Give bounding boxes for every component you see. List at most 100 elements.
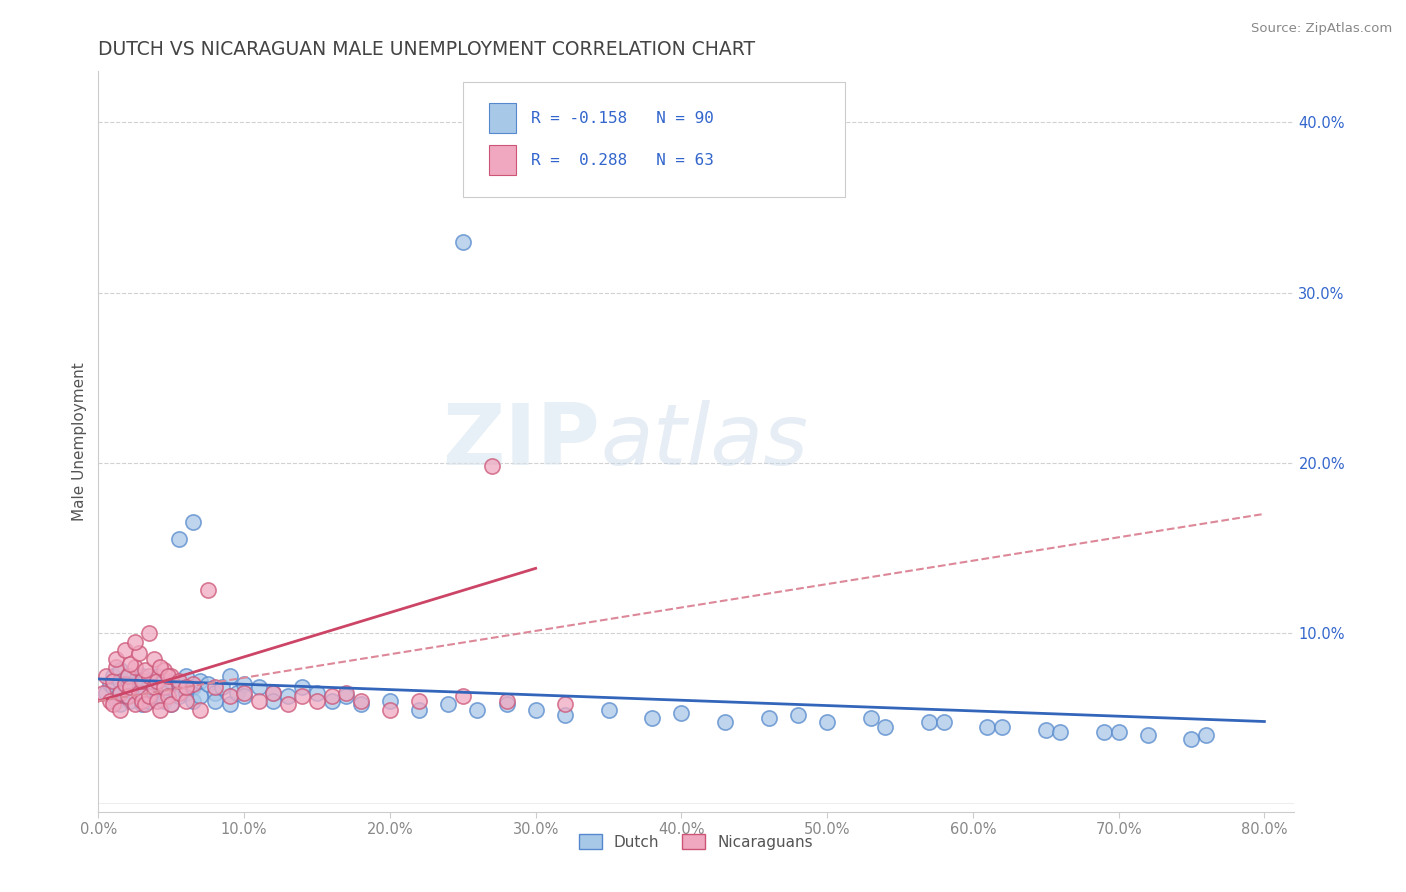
Point <box>128 647 150 661</box>
Point <box>451 689 474 703</box>
Text: atlas: atlas <box>600 400 808 483</box>
Point <box>145 694 167 708</box>
Point <box>101 698 124 712</box>
Legend: Dutch, Nicaraguans: Dutch, Nicaraguans <box>572 828 820 856</box>
Point <box>142 651 165 665</box>
Point <box>495 698 517 712</box>
Point <box>101 673 124 688</box>
Point <box>181 677 204 691</box>
Point <box>124 685 146 699</box>
Point <box>101 681 124 695</box>
Point <box>204 685 226 699</box>
Point <box>124 673 146 688</box>
Point <box>149 660 172 674</box>
Point <box>197 583 219 598</box>
Point <box>1180 731 1202 746</box>
Point <box>1092 724 1115 739</box>
Point <box>247 694 270 708</box>
Point <box>554 698 576 712</box>
Point <box>190 703 212 717</box>
Point <box>714 714 737 729</box>
Point <box>114 677 136 691</box>
Point <box>110 698 132 712</box>
Point <box>262 685 284 699</box>
Point <box>218 698 240 712</box>
Point <box>918 714 941 729</box>
Point <box>145 668 167 682</box>
Point <box>437 698 460 712</box>
Point <box>277 698 299 712</box>
Text: Source: ZipAtlas.com: Source: ZipAtlas.com <box>1251 22 1392 36</box>
Point <box>932 714 955 729</box>
Point <box>174 694 197 708</box>
Point <box>167 677 190 691</box>
Point <box>1035 723 1057 737</box>
Point <box>378 703 401 717</box>
Point <box>128 685 150 699</box>
Point <box>174 668 197 682</box>
FancyBboxPatch shape <box>489 145 516 175</box>
Point <box>204 694 226 708</box>
Point <box>181 516 204 530</box>
Point <box>138 673 160 688</box>
Point <box>153 685 176 699</box>
Point <box>204 681 226 695</box>
Point <box>120 681 142 695</box>
Point <box>167 533 190 547</box>
Point <box>94 668 117 682</box>
Point <box>225 685 247 699</box>
Point <box>350 698 373 712</box>
Point <box>641 711 664 725</box>
Point <box>218 668 240 682</box>
Point <box>110 673 132 688</box>
Y-axis label: Male Unemployment: Male Unemployment <box>72 362 87 521</box>
Point <box>131 698 153 712</box>
Point <box>247 681 270 695</box>
Point <box>145 673 167 688</box>
Point <box>815 714 838 729</box>
Point <box>859 711 882 725</box>
Point <box>117 668 139 682</box>
Point <box>120 694 142 708</box>
Point <box>181 694 204 708</box>
Point <box>277 689 299 703</box>
Point <box>211 681 233 695</box>
Point <box>91 685 114 699</box>
Point <box>110 685 132 699</box>
Point <box>149 703 172 717</box>
Point <box>408 703 430 717</box>
Point <box>131 677 153 691</box>
Point <box>153 664 176 678</box>
Point <box>117 689 139 703</box>
Point <box>408 694 430 708</box>
Point <box>291 689 314 703</box>
Point <box>157 668 180 682</box>
Point <box>787 707 810 722</box>
Point <box>134 664 156 678</box>
Point <box>157 681 180 695</box>
FancyBboxPatch shape <box>463 82 845 197</box>
Point <box>875 720 897 734</box>
Point <box>167 685 190 699</box>
Point <box>124 634 146 648</box>
Point <box>524 703 547 717</box>
Point <box>233 685 256 699</box>
Point <box>160 673 183 688</box>
Point <box>218 689 240 703</box>
Point <box>467 703 489 717</box>
Point <box>291 681 314 695</box>
Point <box>262 685 284 699</box>
Point <box>598 703 620 717</box>
Point <box>160 668 183 682</box>
Point <box>233 689 256 703</box>
Point <box>124 698 146 712</box>
Text: R =  0.288   N = 63: R = 0.288 N = 63 <box>531 153 714 168</box>
Point <box>976 720 998 734</box>
Point <box>1049 724 1071 739</box>
Point <box>174 681 197 695</box>
Point <box>335 689 357 703</box>
Point <box>98 694 121 708</box>
Point <box>117 689 139 703</box>
Point <box>117 668 139 682</box>
Point <box>120 657 142 671</box>
